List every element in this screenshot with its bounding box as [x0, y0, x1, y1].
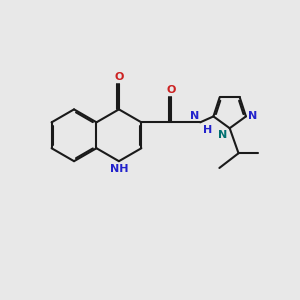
Text: O: O: [114, 72, 124, 82]
Text: NH: NH: [110, 164, 128, 174]
Text: N: N: [190, 111, 199, 121]
Text: O: O: [166, 85, 176, 95]
Text: N: N: [218, 130, 227, 140]
Text: H: H: [202, 125, 212, 135]
Text: N: N: [248, 111, 257, 122]
